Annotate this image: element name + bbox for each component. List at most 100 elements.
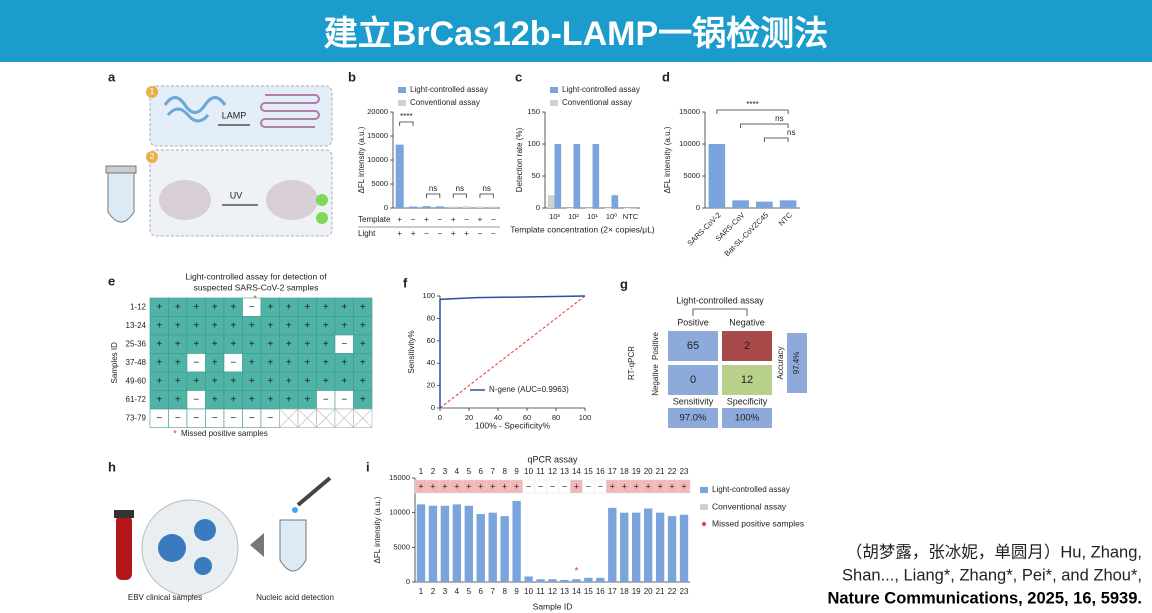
y-axis-label: Samples ID	[110, 342, 119, 384]
cell-symbol: +	[175, 320, 181, 331]
bar	[464, 505, 473, 582]
slide-title: 建立BrCas12b-LAMP一锅检测法	[324, 14, 828, 53]
result-symbol: +	[418, 481, 423, 491]
significance-bracket	[452, 193, 467, 198]
legend-label: Light-controlled assay	[562, 85, 640, 94]
x-tick-label: 9	[514, 467, 519, 476]
bar	[449, 206, 458, 208]
bar	[573, 144, 581, 208]
x-tick-label: 40	[494, 413, 502, 422]
result-symbol: +	[466, 481, 471, 491]
bar	[679, 514, 689, 582]
matrix-value: 0	[690, 374, 696, 386]
bar	[608, 507, 617, 582]
significance-bracket	[479, 193, 494, 198]
metric-label: Sensitivity	[673, 396, 714, 406]
cell-symbol: +	[360, 302, 366, 313]
y-tick-label: 0	[696, 203, 700, 212]
x-tick-label: 11	[536, 467, 545, 476]
cell-symbol: +	[286, 320, 292, 331]
y-tick-label: 5000	[371, 179, 388, 188]
result-symbol: −	[526, 481, 531, 491]
condition-symbol: +	[411, 229, 416, 238]
cell-symbol: +	[212, 357, 218, 368]
x-tick-label: 1	[419, 467, 424, 476]
result-symbol: +	[657, 481, 662, 491]
cell-symbol: +	[341, 302, 347, 313]
x-tick-label: 20	[644, 467, 653, 476]
cell-symbol: +	[156, 320, 162, 331]
x-tick-label: 19	[632, 587, 641, 596]
result-symbol: +	[442, 481, 447, 491]
bar	[524, 576, 533, 582]
cell-symbol: +	[230, 339, 236, 350]
x-tick-label: 23	[680, 467, 689, 476]
matrix-value: 2	[744, 340, 750, 352]
metric-value: 97.4%	[792, 352, 801, 375]
cell-symbol: +	[249, 320, 255, 331]
bar	[547, 195, 555, 208]
bar	[604, 208, 612, 209]
caption: Nucleic acid detection	[256, 593, 334, 602]
x-tick-label: 5	[467, 467, 472, 476]
x-tick-label: 17	[608, 467, 617, 476]
x-tick-label: 20	[644, 587, 653, 596]
reference-diagonal	[439, 295, 586, 409]
result-symbol: −	[586, 481, 591, 491]
legend-swatch	[700, 504, 708, 510]
cell-symbol: +	[267, 357, 273, 368]
x-tick-label: 20	[465, 413, 473, 422]
empty-cross	[316, 408, 336, 428]
y-axis-label: ΔFL intensity (a.u.)	[373, 496, 382, 563]
arrow-label: UV	[230, 190, 243, 200]
row-label: 1-12	[130, 302, 147, 311]
bar	[512, 500, 521, 582]
row-label: Negative	[651, 364, 660, 396]
cell-symbol: +	[212, 394, 218, 405]
x-tick-label: 10⁰	[606, 212, 617, 221]
legend-swatch	[702, 522, 706, 526]
metric-label: Specificity	[727, 396, 768, 406]
condition-symbol: −	[478, 229, 483, 238]
cell-symbol: −	[156, 413, 162, 424]
cell-symbol: +	[267, 394, 273, 405]
y-tick-label: 0	[431, 403, 435, 412]
result-symbol: −	[598, 481, 603, 491]
x-tick-label: 8	[502, 587, 507, 596]
cell-symbol: +	[249, 339, 255, 350]
cell-symbol: +	[286, 339, 292, 350]
y-tick-label: 100	[527, 139, 540, 148]
x-tick-label: 21	[656, 467, 665, 476]
x-tick-label: 17	[608, 587, 617, 596]
result-cell	[677, 479, 691, 494]
column-label: Positive	[677, 317, 709, 327]
x-tick-label: 10¹	[587, 212, 598, 221]
cell-symbol: +	[156, 302, 162, 313]
panel-letter: e	[108, 273, 115, 288]
matrix-value: 65	[687, 340, 699, 352]
x-tick-label: 100	[579, 413, 592, 422]
cell-symbol: +	[323, 376, 329, 387]
cell-symbol: −	[267, 413, 273, 424]
bar	[488, 512, 497, 582]
cell-symbol: +	[286, 357, 292, 368]
legend-swatch	[550, 100, 558, 106]
y-tick-label: 15000	[679, 107, 700, 116]
bar	[416, 504, 426, 582]
cell-symbol: −	[212, 413, 218, 424]
bar	[620, 512, 629, 582]
legend-label: Light-controlled assay	[712, 485, 790, 494]
y-tick-label: 10000	[389, 508, 410, 517]
x-tick-label: 7	[490, 467, 495, 476]
cell-symbol: +	[323, 339, 329, 350]
empty-cross	[279, 408, 299, 428]
cell-symbol: +	[360, 376, 366, 387]
y-tick-label: 80	[427, 313, 435, 322]
cell-symbol: +	[304, 376, 310, 387]
bar	[643, 508, 653, 582]
y-tick-label: 50	[532, 171, 540, 180]
bar	[452, 504, 462, 582]
x-tick-label: 12	[548, 587, 557, 596]
row-label: 73-79	[126, 413, 147, 422]
x-axis-label: Template concentration (2× copies/μL)	[510, 224, 655, 234]
